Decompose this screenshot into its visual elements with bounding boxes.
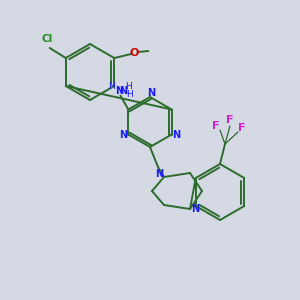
Text: H: H	[126, 90, 133, 99]
Text: F: F	[212, 121, 220, 131]
Text: N: N	[118, 86, 127, 96]
Text: F: F	[238, 123, 246, 133]
Text: H: H	[108, 82, 115, 91]
Text: N: N	[115, 85, 123, 95]
Text: N: N	[119, 130, 128, 140]
Text: O: O	[130, 48, 139, 58]
Text: N: N	[172, 130, 181, 140]
Text: F: F	[226, 115, 234, 125]
Text: N: N	[191, 204, 199, 214]
Text: H: H	[125, 82, 132, 91]
Text: N: N	[155, 169, 163, 179]
Text: Cl: Cl	[41, 34, 52, 44]
Text: N: N	[147, 88, 155, 98]
